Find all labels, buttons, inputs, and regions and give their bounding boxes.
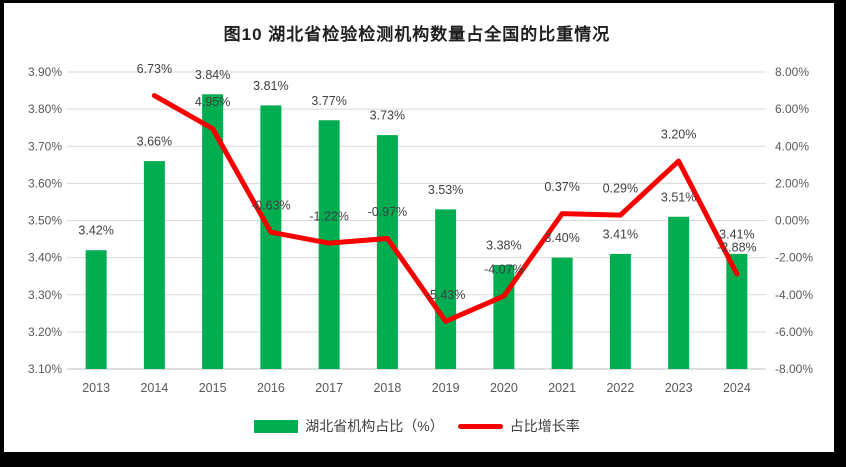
y-right-tick-label: -6.00% — [775, 325, 813, 339]
bar-value-label: 3.41% — [603, 227, 638, 241]
y-left-tick-label: 3.70% — [28, 139, 62, 153]
x-tick-label: 2014 — [140, 381, 168, 395]
y-right-tick-label: 8.00% — [775, 65, 809, 79]
line-value-label: -0.97% — [368, 205, 408, 219]
legend-bar-label: 湖北省机构占比（%） — [305, 418, 444, 434]
line-value-label: -2.88% — [717, 240, 757, 254]
line-value-label: 6.73% — [137, 62, 172, 76]
y-right-tick-label: -8.00% — [775, 362, 813, 376]
bar-2024 — [726, 253, 748, 369]
bar-2014 — [143, 161, 165, 369]
x-tick-label: 2024 — [723, 381, 751, 395]
legend-bar-swatch-icon — [254, 419, 299, 433]
bar-value-label: 3.40% — [544, 231, 579, 245]
bar-value-label: 3.38% — [486, 239, 521, 253]
y-right-tick-label: 4.00% — [775, 139, 809, 153]
bar-value-label: 3.66% — [137, 135, 172, 149]
y-right-tick-label: -4.00% — [775, 288, 813, 302]
bar-2022 — [609, 253, 631, 369]
bar-2023 — [668, 216, 690, 369]
bar-2013 — [85, 250, 107, 369]
x-tick-label: 2016 — [257, 381, 285, 395]
y-right-tick-label: 2.00% — [775, 176, 809, 190]
chart-canvas — [4, 3, 834, 452]
bar-value-label: 3.73% — [370, 109, 405, 123]
bar-value-label: 3.84% — [195, 68, 230, 82]
bar-2020 — [493, 265, 515, 369]
y-left-tick-label: 3.40% — [28, 251, 62, 265]
line-value-label: 0.29% — [603, 182, 638, 196]
x-tick-label: 2019 — [432, 381, 460, 395]
legend-line-swatch-icon — [457, 423, 503, 429]
line-value-label: -1.22% — [309, 210, 349, 224]
y-right-tick-label: 0.00% — [775, 214, 809, 228]
line-value-label: -0.63% — [251, 199, 291, 213]
bar-value-label: 3.77% — [311, 94, 346, 108]
x-tick-label: 2018 — [373, 381, 401, 395]
bar-value-label: 3.42% — [78, 224, 113, 238]
legend-item-line-series: 占比增长率 — [457, 416, 580, 436]
bar-value-label: 3.81% — [253, 79, 288, 93]
bar-2018 — [376, 135, 398, 369]
bar-2019 — [435, 209, 457, 369]
y-left-tick-label: 3.60% — [28, 176, 62, 190]
chart-legend: 湖北省机构占比（%） 占比增长率 — [0, 413, 834, 439]
y-left-tick-label: 3.80% — [28, 102, 62, 116]
bar-value-label: 3.51% — [661, 190, 696, 204]
y-right-tick-label: -2.00% — [775, 251, 813, 265]
bar-value-label: 3.41% — [719, 227, 754, 241]
x-tick-label: 2022 — [606, 381, 634, 395]
line-value-label: -5.43% — [426, 288, 466, 302]
x-tick-label: 2023 — [665, 381, 693, 395]
line-value-label: 4.95% — [195, 95, 230, 109]
x-tick-label: 2017 — [315, 381, 343, 395]
y-right-tick-label: 6.00% — [775, 102, 809, 116]
x-tick-label: 2013 — [82, 381, 110, 395]
line-value-label: -4.07% — [484, 263, 524, 277]
x-tick-label: 2021 — [548, 381, 576, 395]
chart-title: 图10 湖北省检验检测机构数量占全国的比重情况 — [223, 25, 611, 44]
bar-2016 — [260, 105, 282, 369]
line-value-label: 3.20% — [661, 128, 696, 142]
bar-2015 — [202, 94, 224, 370]
growth-rate-line — [151, 93, 740, 324]
x-tick-label: 2020 — [490, 381, 518, 395]
y-left-tick-label: 3.90% — [28, 65, 62, 79]
y-left-tick-label: 3.50% — [28, 214, 62, 228]
bar-value-label: 3.53% — [428, 183, 463, 197]
line-value-label: 0.37% — [544, 180, 579, 194]
legend-line-label: 占比增长率 — [509, 418, 580, 434]
y-left-tick-label: 3.10% — [28, 362, 62, 376]
legend-item-bar-series: 湖北省机构占比（%） — [254, 416, 444, 436]
bar-2021 — [551, 257, 573, 369]
y-left-tick-label: 3.30% — [28, 288, 62, 302]
x-tick-label: 2015 — [199, 381, 227, 395]
y-left-tick-label: 3.20% — [28, 325, 62, 339]
